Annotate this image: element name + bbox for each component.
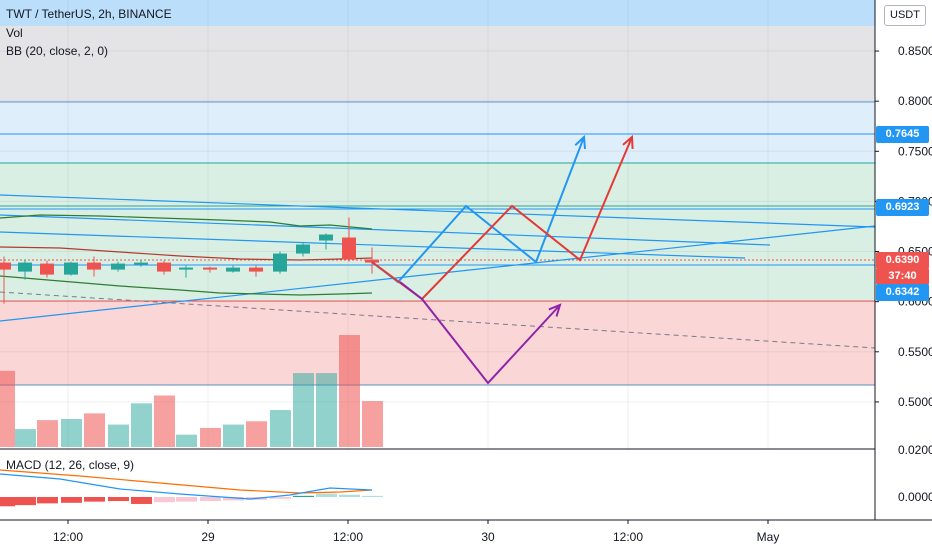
price-badge: 0.6923 [876, 199, 929, 216]
time-tick-label: 29 [201, 530, 215, 544]
macd-histogram-bar [154, 497, 175, 502]
macd-histogram-bar [362, 496, 383, 497]
candle-body [342, 238, 356, 260]
price-badge: 0.7645 [876, 126, 929, 143]
macd-histogram-bar [176, 497, 197, 502]
time-tick-label: 30 [481, 530, 495, 544]
volume-bar [84, 413, 105, 447]
macd-histogram-bar [131, 497, 152, 504]
macd-tick-label: 0.0200 [898, 443, 932, 457]
candle-body [87, 263, 101, 270]
volume-bar [108, 425, 129, 447]
zone-red [0, 301, 875, 385]
macd-histogram-bar [15, 497, 36, 505]
volume-bar [316, 373, 337, 447]
price-badge: 0.6390 [876, 252, 929, 269]
macd-pane [0, 449, 932, 520]
price-tick-label: 0.5500 [898, 345, 932, 359]
volume-bar [339, 335, 360, 447]
price-tick-label: 0.5000 [898, 395, 932, 409]
volume-bar [15, 429, 36, 447]
zone-light-blue [0, 102, 875, 163]
chart-background-zones [0, 0, 875, 449]
time-tick-label: 12:00 [333, 530, 363, 544]
macd-histogram-bar [316, 494, 337, 497]
candle-body [249, 268, 263, 272]
candle-body [134, 263, 148, 265]
candle-body [0, 263, 11, 270]
candle-body [226, 268, 240, 272]
volume-bar [176, 435, 197, 447]
price-badge: 0.6342 [876, 284, 929, 301]
candle-body [296, 245, 310, 254]
macd-histogram-bar [0, 497, 15, 506]
volume-bar [154, 395, 175, 447]
candle-body [18, 263, 32, 272]
countdown-badge: 37:40 [876, 268, 929, 285]
price-tick-label: 0.8000 [898, 94, 932, 108]
volume-bar [200, 428, 221, 447]
price-tick-label: 0.7500 [898, 144, 932, 158]
time-tick-label: 12:00 [53, 530, 83, 544]
volume-bar [0, 371, 15, 447]
macd-histogram-bar [293, 496, 314, 497]
candle-body [64, 263, 78, 275]
time-axis-bg [0, 520, 932, 550]
macd-histogram-bar [339, 495, 360, 497]
macd-tick-label: 0.0000 [898, 490, 932, 504]
time-tick-label: May [757, 530, 780, 544]
vol-indicator-label: Vol [6, 26, 23, 40]
candle-body [203, 268, 217, 270]
volume-bar [131, 403, 152, 447]
candle-body [319, 235, 333, 241]
time-tick-label: 12:00 [613, 530, 643, 544]
macd-indicator-label: MACD (12, 26, close, 9) [6, 458, 134, 472]
volume-bar [246, 421, 267, 447]
candle-body [179, 268, 193, 270]
volume-bar [293, 373, 314, 447]
volume-bar [37, 420, 58, 447]
candle-body [40, 264, 54, 275]
volume-bar [270, 410, 291, 447]
candle-body [111, 264, 125, 270]
macd-histogram-bar [37, 497, 58, 503]
macd-histogram-bar [84, 497, 105, 502]
candle-body [157, 263, 171, 272]
macd-histogram-bar [61, 497, 82, 503]
bb-indicator-label: BB (20, close, 2, 0) [6, 44, 108, 58]
volume-bar [223, 425, 244, 447]
volume-bar [61, 419, 82, 447]
macd-histogram-bar [200, 497, 221, 501]
currency-selector[interactable]: USDT [884, 5, 926, 26]
macd-histogram-bar [108, 497, 129, 501]
symbol-title: TWT / TetherUS, 2h, BINANCE [6, 7, 172, 21]
candle-body [273, 254, 287, 272]
price-tick-label: 0.8500 [898, 44, 932, 58]
zone-grey [0, 26, 875, 102]
volume-bar [362, 401, 383, 447]
